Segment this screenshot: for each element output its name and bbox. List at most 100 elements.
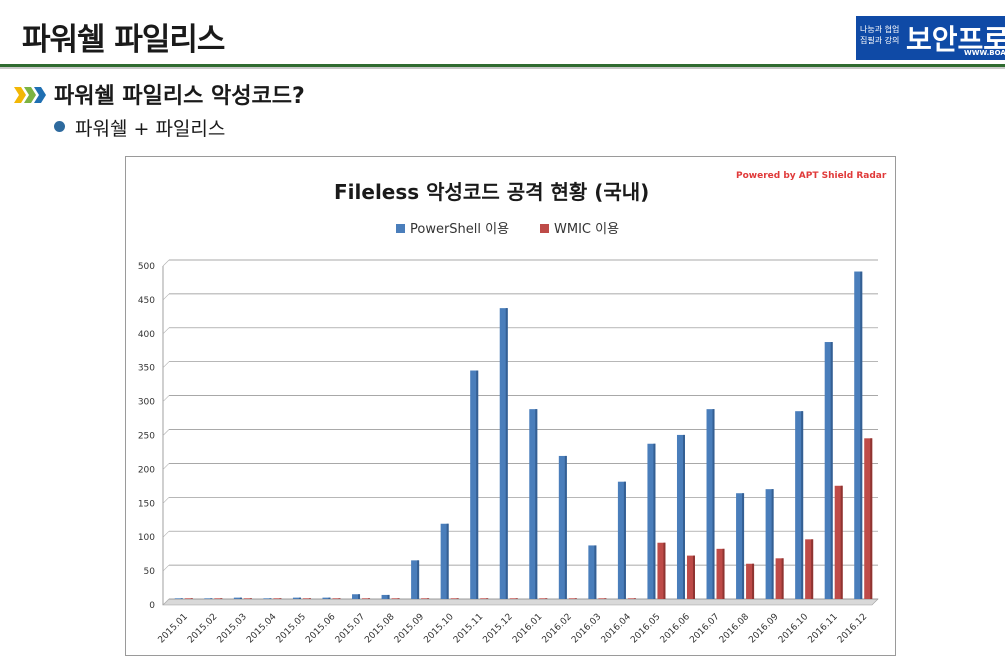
bar-shade: [456, 598, 459, 599]
bar-powershell: [352, 594, 361, 599]
bar-shade: [633, 598, 636, 599]
bar-shade: [752, 563, 755, 599]
y-tick-label: 400: [138, 330, 155, 340]
y-tick-label: 50: [144, 567, 156, 577]
bar-powershell: [322, 597, 331, 599]
bar-powershell: [736, 493, 745, 599]
logo-tagline-2: 집필과 강의: [860, 36, 900, 45]
bar-shade: [623, 481, 626, 599]
legend-label-powershell: PowerShell 이용: [410, 222, 509, 237]
bar-wmic: [805, 539, 814, 599]
title-divider: [0, 64, 1005, 67]
bar-wmic: [332, 598, 341, 599]
bar-shade: [604, 598, 607, 599]
sub-point: 파워쉘 + 파일리스: [75, 118, 226, 140]
bar-shade: [771, 489, 774, 599]
y-tick-label: 200: [138, 465, 155, 475]
bar-shade: [486, 598, 489, 599]
bar-wmic: [450, 598, 459, 599]
x-tick-label: 2015.08: [363, 612, 397, 646]
bar-shade: [397, 598, 400, 599]
bar-powershell: [411, 560, 420, 599]
bar-shade: [692, 555, 695, 599]
x-tick-label: 2016.01: [511, 612, 544, 645]
bar-shade: [427, 598, 430, 599]
bar-powershell: [854, 271, 863, 599]
bar-shade: [476, 370, 479, 599]
x-tick-label: 2016.08: [718, 612, 752, 646]
gridline-side: [162, 293, 170, 301]
bar-shade: [249, 598, 252, 599]
x-tick-label: 2015.03: [216, 612, 249, 645]
bar-wmic: [657, 542, 666, 599]
gridline-side: [162, 598, 170, 606]
bar-shade: [682, 434, 685, 599]
bar-shade: [298, 597, 301, 599]
bar-wmic: [568, 598, 577, 599]
bar-shade: [722, 548, 725, 599]
bar-shade: [190, 598, 193, 599]
x-tick-label: 2016.07: [688, 612, 721, 645]
title-divider-shadow: [0, 67, 1005, 69]
bar-shade: [328, 597, 331, 599]
bar-wmic: [509, 598, 518, 599]
bar-wmic: [746, 563, 755, 599]
y-tick-label: 0: [149, 601, 155, 611]
bullet-arrows-icon: [14, 87, 46, 103]
x-tick-label: 2015.02: [186, 612, 219, 645]
gridline-side: [162, 564, 170, 572]
chart-frame: Fileless 악성코드 공격 현황 (국내) Powered by APT …: [125, 156, 896, 656]
bar-powershell: [499, 308, 508, 599]
x-tick-label: 2016.06: [659, 612, 693, 646]
y-tick-label: 150: [138, 499, 155, 509]
bar-powershell: [174, 598, 183, 599]
bar-shade: [574, 598, 577, 599]
bar-wmic: [243, 598, 252, 599]
slide-title: 파워쉘 파일리스: [22, 22, 225, 58]
gridline-side: [162, 463, 170, 470]
bar-powershell: [381, 594, 390, 599]
bar-chart: Fileless 악성코드 공격 현황 (국내) Powered by APT …: [138, 171, 887, 646]
bar-wmic: [627, 598, 636, 599]
bar-shade: [840, 485, 843, 599]
x-tick-label: 2016.02: [541, 612, 574, 645]
x-tick-label: 2015.05: [275, 612, 308, 645]
bar-shade: [368, 598, 371, 599]
x-tick-label: 2016.05: [629, 612, 662, 645]
bar-shade: [239, 597, 242, 599]
bar-shade: [515, 598, 518, 599]
bullet-dot-icon: [54, 121, 65, 132]
bar-powershell: [529, 409, 538, 599]
x-tick-label: 2015.10: [422, 612, 456, 646]
bar-shade: [269, 598, 272, 599]
bar-powershell: [795, 411, 804, 599]
bar-shade: [830, 342, 833, 599]
bar-shade: [545, 598, 548, 599]
gridline-side: [162, 361, 170, 368]
bar-powershell: [558, 455, 567, 599]
legend-label-wmic: WMIC 이용: [554, 222, 619, 237]
legend-swatch-wmic: [540, 224, 549, 233]
gridline-side: [162, 259, 170, 267]
bar-wmic: [598, 598, 607, 599]
plot-area: 0501001502002503003504004505002015.01201…: [138, 259, 879, 646]
bar-shade: [742, 493, 745, 599]
section-heading: 파워쉘 파일리스 악성코드?: [54, 84, 305, 109]
chart-title: Fileless 악성코드 공격 현황 (국내): [334, 180, 649, 204]
bar-powershell: [824, 342, 833, 599]
bar-wmic: [273, 598, 282, 599]
x-tick-label: 2016.03: [570, 612, 603, 645]
bar-shade: [279, 598, 282, 599]
x-tick-label: 2015.04: [245, 612, 279, 646]
bar-shade: [446, 523, 449, 599]
bar-wmic: [864, 438, 873, 599]
bar-powershell: [440, 523, 449, 599]
gridline-side: [162, 530, 170, 538]
chart-credit: Powered by APT Shield Radar: [736, 171, 887, 181]
brand-logo: 나눔과 협업 집필과 강의 보안프로 WWW.BOA: [856, 16, 1005, 60]
logo-tagline-1: 나눔과 협업: [860, 25, 900, 34]
bar-powershell: [470, 370, 479, 599]
bar-shade: [535, 409, 538, 599]
x-tick-label: 2016.09: [747, 612, 781, 646]
y-tick-label: 350: [138, 364, 155, 374]
